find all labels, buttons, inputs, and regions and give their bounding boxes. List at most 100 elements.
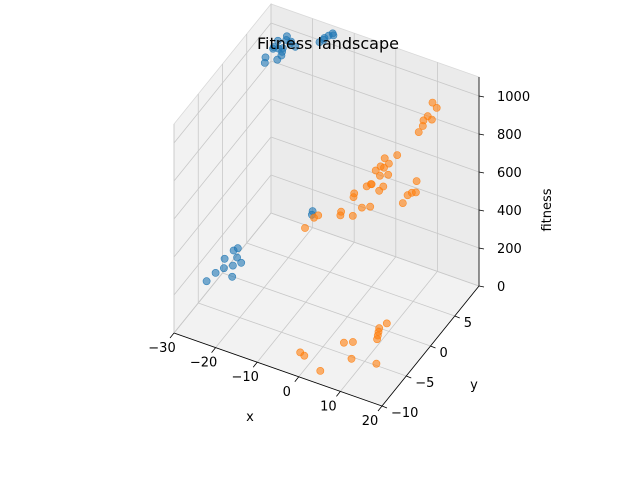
y-gridline-floor: [198, 302, 407, 377]
z-gridline-left: [173, 136, 272, 258]
data-point-series-1: [228, 272, 237, 281]
data-point-series-2: [301, 224, 309, 232]
data-point-series-1: [233, 244, 242, 253]
z-axis-label: fitness: [540, 188, 555, 231]
x-tick-label: 0: [283, 385, 291, 400]
chart-title: Fitness landscape: [257, 34, 399, 53]
data-point-series-2: [314, 211, 323, 220]
data-point-series-1: [273, 55, 282, 64]
z-gridline-left: [173, 60, 272, 182]
data-point-series-2: [339, 338, 348, 347]
tick-labels: −30 −20 −10 0 10 20 −10 −5 0 5 0 200 400 600 800 1000: [148, 90, 530, 429]
x-tick-mark: [377, 405, 383, 412]
z-gridline-back: [270, 22, 480, 97]
x-tick-label: −10: [231, 370, 258, 385]
data-point-series-1: [233, 253, 241, 262]
y-tick-mark: [454, 315, 460, 319]
data-point-series-2: [418, 122, 427, 130]
grid-lines: [173, 4, 480, 407]
data-point-series-2: [373, 335, 381, 344]
z-gridline-back: [270, 60, 480, 135]
data-point-series-2: [362, 182, 371, 191]
x-tick-mark: [211, 347, 216, 353]
x-tick-mark: [252, 361, 258, 368]
data-point-series-2: [375, 171, 384, 180]
data-point-series-1: [282, 36, 291, 44]
data-point-series-2: [412, 177, 421, 185]
data-points: [202, 29, 441, 375]
y-axis-label: y: [470, 378, 478, 393]
z-tick-label: 1000: [497, 90, 530, 105]
x-tick-mark: [169, 332, 175, 339]
z-gridline-left: [173, 174, 272, 296]
data-point-series-1: [329, 31, 338, 40]
x-tick-label: 20: [362, 414, 379, 429]
y-tick-label: 0: [440, 346, 448, 361]
z-tick-label: 400: [497, 204, 522, 219]
x-tick-label: −20: [190, 356, 217, 371]
z-gridline-left: [173, 98, 272, 220]
data-point-series-2: [348, 338, 357, 346]
data-point-series-2: [316, 366, 325, 375]
z-tick-mark: [478, 133, 485, 136]
data-point-series-2: [428, 98, 437, 107]
data-point-series-1: [315, 38, 324, 46]
data-point-series-2: [382, 319, 391, 328]
data-point-series-2: [375, 324, 384, 333]
data-point-series-2: [414, 128, 423, 136]
x-tick-label: −30: [148, 341, 175, 356]
data-point-series-2: [347, 354, 356, 363]
y-gridline-floor: [246, 242, 455, 317]
z-tick-mark: [478, 247, 485, 250]
data-point-series-1: [220, 254, 229, 263]
data-point-series-2: [403, 191, 412, 200]
z-tick-mark: [478, 285, 485, 288]
z-gridline-back: [270, 174, 480, 249]
data-point-series-2: [300, 351, 309, 360]
z-tick-label: 800: [497, 128, 522, 143]
x-axis-label: x: [246, 410, 254, 425]
axis-lines: [169, 77, 485, 412]
data-point-series-1: [202, 277, 211, 286]
y-tick-label: −5: [415, 376, 434, 391]
z-gridline-left: [173, 22, 272, 144]
y-gridline-floor: [222, 272, 431, 347]
data-point-series-2: [393, 151, 402, 159]
z-gridline-left: [173, 212, 272, 334]
data-point-series-2: [372, 359, 381, 368]
data-point-series-1: [219, 264, 228, 273]
data-point-series-2: [384, 170, 393, 179]
data-point-series-2: [348, 211, 357, 220]
x-tick-label: 10: [320, 399, 337, 414]
y-tick-mark: [381, 405, 388, 409]
data-point-series-2: [427, 115, 436, 124]
data-point-series-2: [350, 189, 359, 198]
y-tick-label: 5: [464, 316, 472, 331]
y-tick-mark: [406, 375, 412, 379]
data-point-series-1: [261, 53, 270, 62]
data-point-series-1: [274, 44, 283, 53]
data-point-series-1: [237, 258, 246, 267]
z-tick-label: 200: [497, 242, 522, 257]
y-tick-label: −10: [391, 406, 418, 421]
x-tick-mark: [336, 391, 341, 397]
data-point-series-2: [380, 154, 389, 163]
data-point-series-2: [357, 203, 366, 212]
axis-panes: [173, 2, 480, 407]
data-point-series-2: [398, 199, 407, 207]
data-point-series-2: [432, 104, 441, 112]
z-gridline-back: [270, 98, 480, 173]
data-point-series-1: [211, 268, 220, 277]
data-point-series-2: [337, 207, 345, 216]
z-tick-mark: [478, 95, 485, 98]
y-tick-mark: [430, 345, 436, 349]
data-point-series-2: [411, 188, 420, 197]
z-tick-label: 600: [497, 166, 522, 181]
data-point-series-2: [366, 202, 375, 211]
x-tick-mark: [294, 376, 300, 383]
data-point-series-1: [291, 42, 300, 51]
data-point-series-2: [380, 163, 388, 172]
data-point-series-1: [228, 261, 237, 270]
